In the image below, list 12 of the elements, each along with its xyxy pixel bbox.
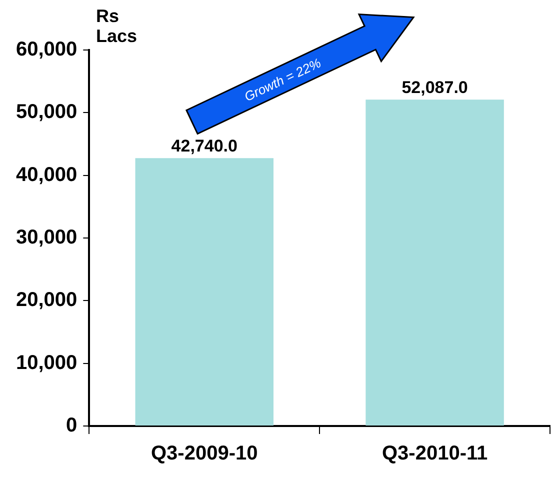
- y-axis-title: Rs Lacs: [96, 6, 138, 46]
- y-tick-label: 50,000: [16, 101, 78, 124]
- x-tick-label: Q3-2009-10: [151, 442, 258, 465]
- y-tick-label: 10,000: [16, 352, 78, 374]
- y-tick-label: 0: [66, 414, 78, 437]
- data-label: 42,740.0: [171, 136, 238, 156]
- y-tick-label: 40,000: [16, 164, 78, 186]
- y-tick-label: 30,000: [16, 226, 78, 249]
- y-tick-label: 20,000: [16, 289, 78, 312]
- data-label: 52,087.0: [402, 78, 468, 97]
- y-tick-label: 60,000: [16, 38, 78, 61]
- x-tick-label: Q3-2010-11: [382, 442, 488, 465]
